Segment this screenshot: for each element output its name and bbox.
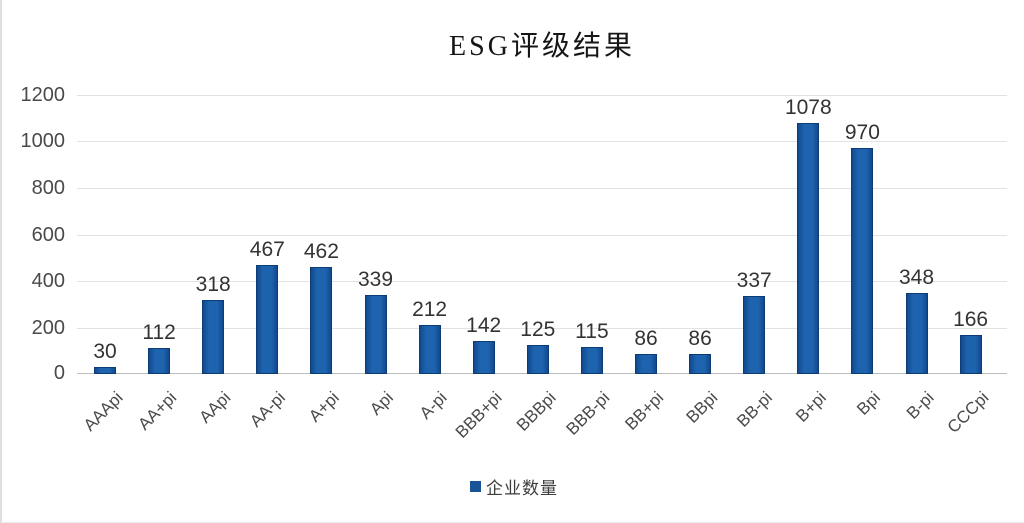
x-axis-tick-label: AA+pi <box>134 388 181 434</box>
x-axis-tick-label: AApi <box>195 388 235 427</box>
bar-BB-pi <box>743 296 766 374</box>
legend-series-marker-icon <box>470 480 481 492</box>
y-axis-tick-label: 600 <box>31 224 65 246</box>
bar-BBB-pi <box>580 347 603 374</box>
bar-BBpi <box>689 354 712 374</box>
gridline <box>77 188 1007 189</box>
x-axis-tick-label: Api <box>366 388 397 419</box>
bar-B+pi <box>797 123 820 374</box>
y-axis: 0 200 400 600 800 1000 1200 <box>2 85 66 383</box>
gridline <box>77 328 1007 329</box>
plot-area: 30 112 318 467 462 339 212 142 125 115 86 86 337 1078… <box>77 95 1007 374</box>
bar-B-pi <box>905 293 928 374</box>
bar-value-label: 339 <box>357 268 394 291</box>
bar-value-label: 348 <box>898 266 935 289</box>
x-axis-tick-label: BBpi <box>682 388 722 427</box>
bar-value-label: 115 <box>575 320 609 343</box>
x-axis-tick-label: A+pi <box>305 388 343 426</box>
gridline <box>77 235 1007 236</box>
x-axis-tick-label: Bpi <box>853 388 884 419</box>
bar-value-label: 318 <box>195 273 231 296</box>
bar-value-label: 142 <box>466 314 502 337</box>
y-axis-tick-label: 800 <box>31 177 65 199</box>
gridline <box>77 141 1007 142</box>
bar-A-pi <box>418 325 441 374</box>
bar-value-label: 337 <box>736 269 772 292</box>
x-axis-tick-label: BBB-pi <box>562 388 614 439</box>
bar-AApi <box>202 300 225 374</box>
x-axis-tick-label: AAApi <box>79 388 127 435</box>
x-axis-tick-label: BB-pi <box>732 388 776 431</box>
bar-value-label: 30 <box>93 340 117 363</box>
y-axis-tick-label: 1000 <box>20 130 66 152</box>
bar-AA-pi <box>256 265 279 374</box>
x-axis-tick-label: BBB+pi <box>451 388 506 442</box>
x-axis-tick-label: B-pi <box>903 388 938 423</box>
bar-value-label: 86 <box>688 327 712 350</box>
gridline <box>77 281 1007 282</box>
bar-value-label: 112 <box>142 321 176 344</box>
x-axis: AAApi AA+pi AApi AA-pi A+pi Api A-pi BBB+pi BBBp… <box>77 380 1007 460</box>
bar-CCCpi <box>959 335 982 374</box>
bar-value-label: 970 <box>844 121 880 144</box>
bar-BB+pi <box>635 354 657 374</box>
y-axis-tick-label: 200 <box>31 317 65 339</box>
bar-AA+pi <box>148 348 171 374</box>
y-axis-tick-label: 400 <box>31 270 65 292</box>
bar-AAApi <box>94 367 116 374</box>
gridline <box>77 95 1007 96</box>
x-axis-tick-label: BB+pi <box>621 388 668 434</box>
legend-series-label: 企业数量 <box>486 478 558 498</box>
x-axis-tick-label: AA-pi <box>245 388 289 431</box>
chart-title: ESG评级结果 <box>449 31 635 62</box>
bar-value-label: 166 <box>953 308 989 331</box>
bar-value-label: 467 <box>249 238 285 261</box>
bar-value-label: 86 <box>634 327 658 350</box>
legend: 企业数量 <box>2 474 1024 498</box>
bar-value-label: 462 <box>303 240 339 263</box>
bar-value-label: 1078 <box>784 96 832 119</box>
x-axis-tick-label: CCCpi <box>943 388 993 437</box>
bar-value-label: 125 <box>520 318 556 341</box>
bar-A+pi <box>310 267 333 374</box>
y-axis-tick-label: 1200 <box>20 84 66 106</box>
x-axis-tick-label: B+pi <box>791 388 830 426</box>
x-axis-tick-label: BBBpi <box>512 388 560 435</box>
bar-BBB+pi <box>472 341 495 374</box>
x-axis-tick-label: A-pi <box>416 388 452 423</box>
bar-Bpi <box>851 148 874 374</box>
bar-BBBpi <box>526 345 549 374</box>
bar-Api <box>364 295 387 374</box>
y-axis-tick-label: 0 <box>53 362 65 384</box>
bar-value-label: 212 <box>412 298 448 321</box>
